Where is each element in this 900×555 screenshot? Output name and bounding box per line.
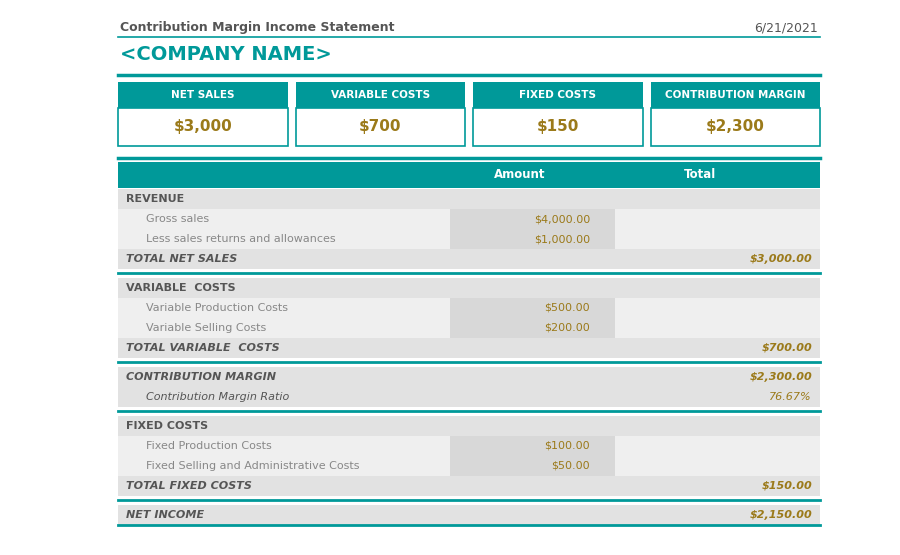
- Bar: [118, 456, 820, 476]
- Bar: [118, 82, 287, 108]
- Text: $500.00: $500.00: [544, 303, 590, 313]
- Text: $3,000: $3,000: [174, 119, 232, 134]
- Bar: [118, 387, 820, 407]
- Text: FIXED COSTS: FIXED COSTS: [126, 421, 208, 431]
- Bar: [295, 82, 465, 108]
- Bar: [450, 436, 615, 456]
- Bar: [118, 436, 820, 456]
- Text: FIXED COSTS: FIXED COSTS: [519, 90, 596, 100]
- Text: Variable Production Costs: Variable Production Costs: [146, 303, 288, 313]
- Text: $3,000.00: $3,000.00: [749, 254, 812, 264]
- Text: <COMPANY NAME>: <COMPANY NAME>: [120, 46, 332, 64]
- Bar: [118, 189, 820, 209]
- Bar: [450, 456, 615, 476]
- Bar: [118, 298, 820, 318]
- Text: Total: Total: [684, 169, 716, 181]
- Text: TOTAL NET SALES: TOTAL NET SALES: [126, 254, 238, 264]
- Bar: [118, 338, 820, 358]
- Text: $2,300.00: $2,300.00: [749, 372, 812, 382]
- Text: Less sales returns and allowances: Less sales returns and allowances: [146, 234, 336, 244]
- Text: REVENUE: REVENUE: [126, 194, 184, 204]
- Text: VARIABLE COSTS: VARIABLE COSTS: [330, 90, 430, 100]
- Bar: [118, 249, 820, 269]
- Bar: [118, 416, 820, 436]
- Bar: [118, 209, 820, 229]
- Text: 6/21/2021: 6/21/2021: [754, 22, 818, 34]
- Bar: [450, 318, 615, 338]
- Text: $200.00: $200.00: [544, 323, 590, 333]
- Bar: [118, 505, 820, 525]
- Bar: [118, 229, 820, 249]
- Text: VARIABLE  COSTS: VARIABLE COSTS: [126, 283, 236, 293]
- Bar: [450, 209, 615, 229]
- Text: $50.00: $50.00: [552, 461, 590, 471]
- Bar: [118, 476, 820, 496]
- Text: NET INCOME: NET INCOME: [126, 510, 204, 520]
- Bar: [118, 162, 820, 188]
- Text: $150.00: $150.00: [761, 481, 812, 491]
- Text: $100.00: $100.00: [544, 441, 590, 451]
- Text: Variable Selling Costs: Variable Selling Costs: [146, 323, 266, 333]
- Bar: [473, 82, 643, 108]
- Text: 76.67%: 76.67%: [770, 392, 812, 402]
- Bar: [450, 298, 615, 318]
- Text: TOTAL VARIABLE  COSTS: TOTAL VARIABLE COSTS: [126, 343, 280, 353]
- Bar: [118, 108, 287, 146]
- Bar: [295, 108, 465, 146]
- Bar: [450, 229, 615, 249]
- Bar: [651, 82, 820, 108]
- Text: $4,000.00: $4,000.00: [534, 214, 590, 224]
- Text: CONTRIBUTION MARGIN: CONTRIBUTION MARGIN: [665, 90, 806, 100]
- Bar: [651, 108, 820, 146]
- Text: NET SALES: NET SALES: [171, 90, 235, 100]
- Text: Contribution Margin Ratio: Contribution Margin Ratio: [146, 392, 289, 402]
- Bar: [473, 108, 643, 146]
- Text: $150: $150: [536, 119, 579, 134]
- Text: Contribution Margin Income Statement: Contribution Margin Income Statement: [120, 22, 394, 34]
- Text: CONTRIBUTION MARGIN: CONTRIBUTION MARGIN: [126, 372, 276, 382]
- Bar: [118, 367, 820, 387]
- Text: Gross sales: Gross sales: [146, 214, 209, 224]
- Text: TOTAL FIXED COSTS: TOTAL FIXED COSTS: [126, 481, 252, 491]
- Bar: [118, 278, 820, 298]
- Text: $2,300: $2,300: [706, 119, 765, 134]
- Text: $700: $700: [359, 119, 401, 134]
- Text: Amount: Amount: [494, 169, 545, 181]
- Text: $1,000.00: $1,000.00: [534, 234, 590, 244]
- Bar: [118, 318, 820, 338]
- Text: Fixed Production Costs: Fixed Production Costs: [146, 441, 272, 451]
- Text: $700.00: $700.00: [761, 343, 812, 353]
- Text: Fixed Selling and Administrative Costs: Fixed Selling and Administrative Costs: [146, 461, 359, 471]
- Text: $2,150.00: $2,150.00: [749, 510, 812, 520]
